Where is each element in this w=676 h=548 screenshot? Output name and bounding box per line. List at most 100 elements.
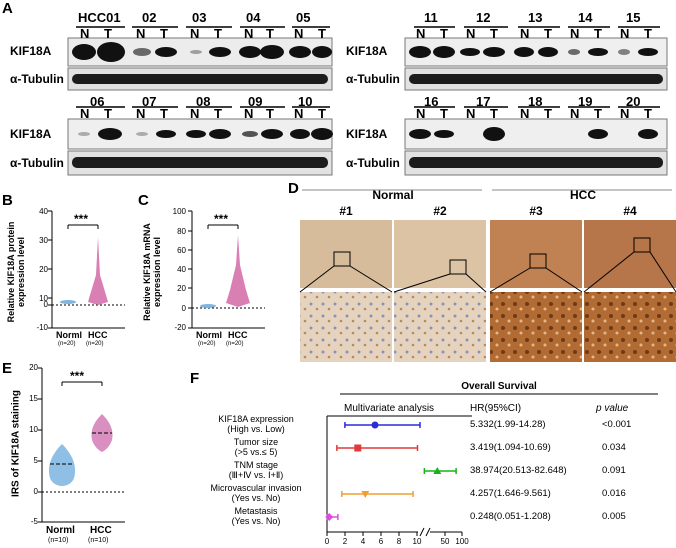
group-label: HCC (90, 525, 112, 536)
panel-label-b: B (2, 192, 13, 209)
svg-text:T: T (160, 106, 168, 121)
svg-text:T: T (318, 26, 326, 41)
svg-text:T: T (104, 26, 112, 41)
forest-row-label-line2: (High vs. Low) (227, 424, 285, 434)
sample-label: HCC01 (78, 10, 121, 25)
forest-row-label-line1: Metastasis (234, 506, 278, 516)
ytick: 20 (39, 265, 48, 274)
forest-row-label: TNM stage (Ⅲ+Ⅳ vs. Ⅰ+Ⅱ) (190, 460, 322, 480)
panel-label-c: C (138, 192, 149, 209)
svg-text:N: N (520, 26, 529, 41)
ytick: 10 (39, 294, 48, 303)
forest-col-method: Multivariate analysis (344, 403, 435, 414)
ihc-case-label: #1 (339, 204, 353, 218)
kif18a-row-label: KIF18A (10, 127, 52, 141)
forest-xtick: 8 (396, 537, 402, 546)
group-n: (n=20) (198, 341, 216, 347)
svg-text:N: N (620, 106, 629, 121)
forest-row-label-line1: TNM stage (233, 460, 278, 470)
sample-label: 20 (626, 94, 641, 109)
ytick: 20 (177, 284, 186, 293)
group-label: HCC (228, 330, 248, 340)
ihc-case-label: #3 (529, 204, 543, 218)
sample-label: 07 (142, 94, 157, 109)
sample-label: 15 (626, 10, 641, 25)
svg-text:N: N (190, 106, 199, 121)
sample-label: 17 (476, 94, 491, 109)
sample-label: 16 (424, 94, 439, 109)
ytick: 10 (29, 425, 38, 434)
forest-p-value: <0.001 (602, 419, 632, 430)
forest-hr-text: 5.332(1.99-14.28) (470, 419, 546, 430)
forest-col-hr: HR(95%CI) (470, 403, 522, 414)
forest-row-label-line2: (Yes vs. No) (231, 516, 281, 526)
forest-xtick: 100 (455, 537, 469, 546)
svg-text:T: T (214, 26, 222, 41)
forest-hr-text: 0.248(0.051-1.208) (470, 511, 551, 522)
ytick: 15 (29, 394, 38, 403)
sample-label: 19 (578, 94, 593, 109)
ihc-hcc-header: HCC (570, 188, 596, 202)
panel-label-e: E (2, 360, 13, 377)
tubulin-row-label: α-Tubulin (10, 156, 64, 170)
ytick: 20 (29, 363, 38, 372)
forest-row-label: KIF18A expression (High vs. Low) (190, 414, 322, 434)
forest-xtick: 2 (342, 537, 348, 546)
group-n: (n=10) (48, 537, 69, 544)
forest-p-value: 0.091 (602, 465, 626, 476)
forest-point-3 (361, 491, 370, 498)
sample-label: 02 (142, 10, 157, 25)
ytick: 40 (177, 265, 186, 274)
forest-row-label-line1: Tumor size (233, 437, 279, 447)
sample-label: 09 (248, 94, 263, 109)
svg-text:T: T (104, 106, 112, 121)
svg-text:N: N (416, 26, 425, 41)
svg-text:N: N (244, 26, 253, 41)
forest-xtick: 4 (360, 537, 366, 546)
svg-text:T: T (490, 106, 498, 121)
sample-label: 11 (424, 10, 438, 25)
forest-xtick: 10 (412, 537, 422, 546)
ytick: -10 (36, 323, 48, 332)
forest-p-value: 0.005 (602, 511, 626, 522)
forest-point-4 (325, 513, 334, 521)
group-label: Norml (46, 525, 75, 536)
group-n: (n=20) (226, 341, 244, 347)
svg-text:T: T (160, 26, 168, 41)
kif18a-row-label: KIF18A (346, 127, 388, 141)
group-label: Norml (196, 330, 223, 340)
svg-text:T: T (214, 106, 222, 121)
forest-xtick: 50 (440, 537, 450, 546)
sample-label: 06 (90, 94, 105, 109)
forest-xtick: 6 (378, 537, 384, 546)
ytick: 0 (181, 304, 186, 313)
ihc-images (299, 189, 676, 362)
ytick: 40 (39, 207, 48, 216)
sample-label: 08 (196, 94, 211, 109)
violin-b-chart (48, 210, 125, 329)
forest-row-label: Metastasis (Yes vs. No) (190, 506, 322, 526)
significance: *** (74, 212, 89, 226)
tubulin-row-label: α-Tubulin (346, 156, 400, 170)
panel-label-a: A (2, 0, 13, 17)
group-label: Norml (56, 330, 83, 340)
ytick: 5 (33, 456, 38, 465)
significance: *** (214, 212, 229, 226)
ytick: -20 (174, 323, 186, 332)
svg-text:N: N (80, 106, 89, 121)
svg-text:T: T (544, 26, 552, 41)
forest-hr-text: 38.974(20.513-82.648) (470, 465, 567, 476)
sample-label: 13 (528, 10, 543, 25)
svg-text:N: N (570, 106, 579, 121)
svg-text:T: T (644, 106, 652, 121)
svg-text:T: T (490, 26, 498, 41)
svg-text:T: T (644, 26, 652, 41)
svg-text:N: N (294, 26, 303, 41)
sample-label: 12 (476, 10, 491, 25)
forest-hr-text: 4.257(1.646-9.561) (470, 488, 551, 499)
ihc-case-label: #4 (623, 204, 637, 218)
ytick: 0 (33, 487, 38, 496)
svg-text:N: N (294, 106, 303, 121)
